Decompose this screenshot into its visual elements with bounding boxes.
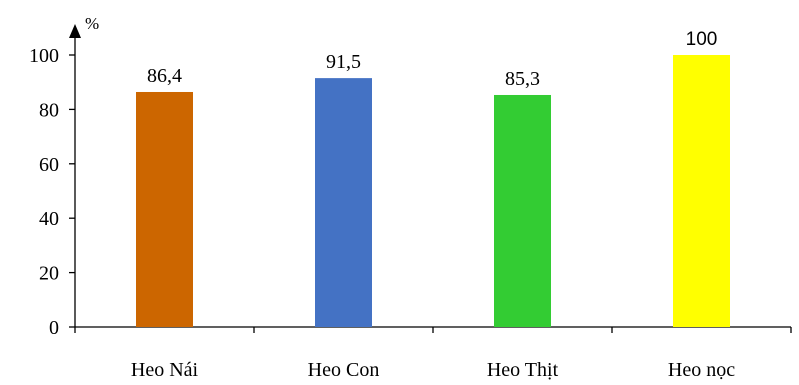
data-label: 85,3 xyxy=(505,68,540,90)
data-label: 86,4 xyxy=(147,65,182,87)
bar-3 xyxy=(494,94,551,327)
y-tick-label: 80 xyxy=(39,99,59,121)
x-axis-ticks xyxy=(74,327,792,333)
category-label: Heo Con xyxy=(308,359,380,381)
category-labels-group: Heo Nái Heo Con Heo Thịt Heo nọc xyxy=(131,359,735,381)
y-tick-label: 0 xyxy=(49,317,59,339)
bar-1 xyxy=(136,91,193,327)
data-label: 91,5 xyxy=(326,51,361,73)
y-tick-label: 100 xyxy=(29,45,59,67)
bar-4 xyxy=(673,55,730,327)
y-axis-unit-label: % xyxy=(85,14,99,33)
y-tick-label: 60 xyxy=(39,154,59,176)
y-axis-arrow xyxy=(69,24,81,38)
bars-group xyxy=(136,55,730,328)
data-labels-group: 86,4 91,5 85,3 100 xyxy=(147,29,717,90)
category-label: Heo nọc xyxy=(668,359,735,381)
category-label: Heo Nái xyxy=(131,359,199,381)
bar-2 xyxy=(315,78,372,328)
y-axis-ticks: 0 20 40 60 80 100 xyxy=(29,45,75,339)
y-tick-label: 40 xyxy=(39,208,59,230)
category-label: Heo Thịt xyxy=(487,359,559,381)
y-tick-label: 20 xyxy=(39,263,59,285)
data-label: 100 xyxy=(686,29,718,50)
